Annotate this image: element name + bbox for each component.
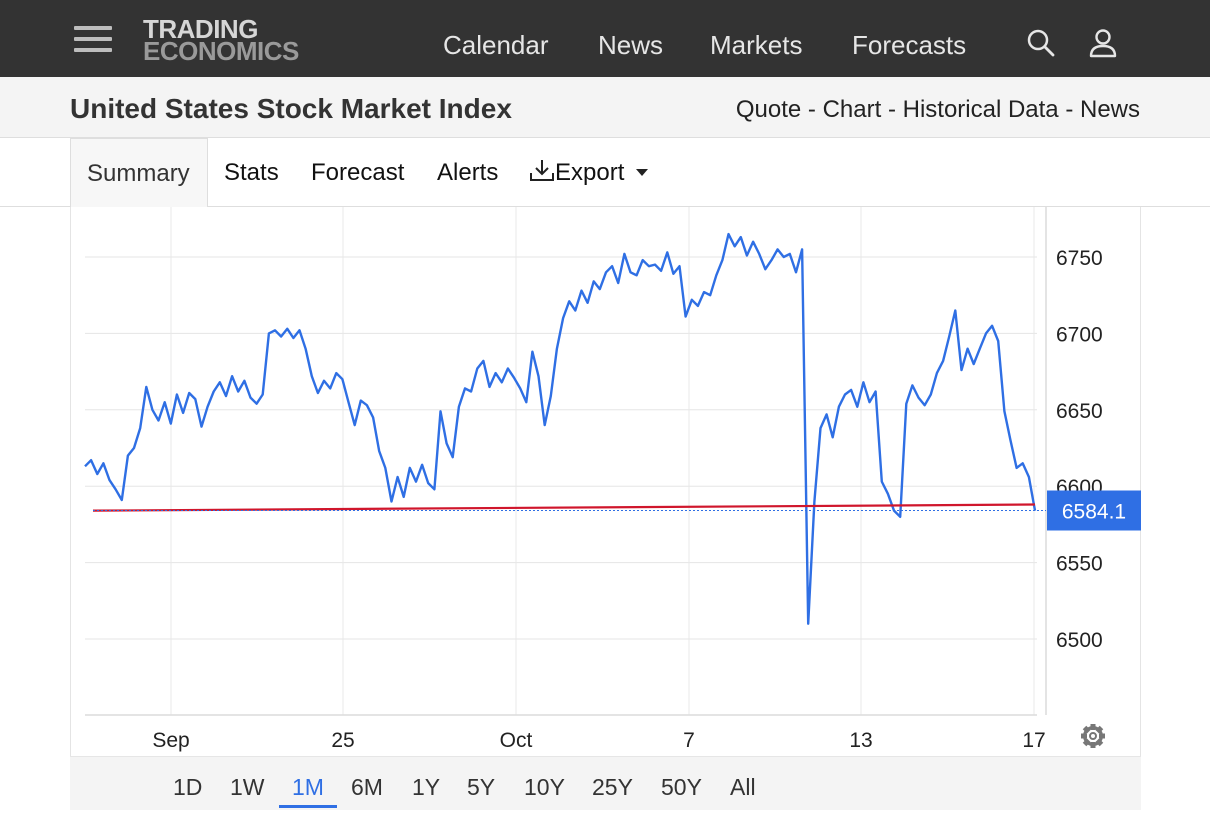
caret-down-icon — [636, 169, 649, 176]
title-bar: United States Stock Market Index Quote -… — [0, 77, 1210, 138]
y-tick-label: 6750 — [1056, 247, 1103, 270]
tab-export[interactable]: Export — [529, 138, 649, 207]
tab-summary[interactable]: Summary — [70, 138, 208, 208]
x-tick-label: 7 — [683, 729, 695, 752]
range-all[interactable]: All — [730, 774, 756, 800]
range-1m[interactable]: 1M — [279, 774, 337, 808]
export-label: Export — [555, 159, 625, 186]
quicklink-separator: - — [1058, 96, 1080, 123]
user-icon[interactable] — [1088, 28, 1118, 63]
x-tick-label: 13 — [849, 729, 872, 752]
quicklink-quote[interactable]: Quote — [735, 96, 802, 123]
range-1d[interactable]: 1D — [173, 774, 203, 800]
range-6m[interactable]: 6M — [351, 774, 383, 800]
nav-calendar[interactable]: Calendar — [443, 30, 549, 60]
last-price-label: 6584.1 — [1062, 500, 1126, 523]
quicklink-separator: - — [801, 96, 823, 123]
range-1w[interactable]: 1W — [230, 774, 265, 800]
x-tick-label: 17 — [1022, 729, 1045, 752]
y-tick-label: 6550 — [1056, 553, 1103, 576]
site-logo[interactable]: TRADING ECONOMICS — [143, 14, 299, 66]
tab-bar: Summary Stats Forecast Alerts Export — [0, 138, 1210, 208]
x-tick-label: Sep — [152, 729, 189, 752]
menu-icon[interactable] — [74, 26, 112, 56]
quicklink-chart[interactable]: Chart — [822, 96, 882, 123]
y-tick-label: 6700 — [1056, 323, 1103, 346]
gear-icon[interactable] — [1081, 724, 1105, 748]
top-navbar: TRADING ECONOMICS Calendar News Markets … — [0, 0, 1210, 77]
tab-alerts[interactable]: Alerts — [437, 159, 499, 186]
x-tick-label: 25 — [331, 729, 354, 752]
range-selector: 1D 1W 1M 6M 1Y 5Y 10Y 25Y 50Y All — [70, 756, 1141, 810]
quicklink-historical-data[interactable]: Historical Data — [902, 96, 1059, 123]
download-icon — [530, 160, 554, 181]
range-1y[interactable]: 1Y — [412, 774, 441, 800]
last-price-badge — [1047, 490, 1141, 531]
page-title: United States Stock Market Index — [70, 93, 512, 124]
range-5y[interactable]: 5Y — [467, 774, 496, 800]
trend-line — [92, 503, 1036, 512]
quicklink-news[interactable]: News — [1079, 96, 1140, 123]
chart-panel: 6500 6550 6600 6650 6700 6750 Sep 25 Oct 7 13 17 6… — [70, 207, 1141, 809]
tab-stats[interactable]: Stats — [224, 159, 279, 186]
y-tick-label: 6650 — [1056, 400, 1103, 423]
y-tick-label: 6500 — [1056, 629, 1103, 652]
logo-line-1: TRADING — [143, 14, 258, 44]
quicklinks: Quote - Chart - Historical Data - News — [736, 96, 1140, 124]
tab-forecast[interactable]: Forecast — [311, 159, 405, 186]
quicklink-separator: - — [881, 96, 903, 123]
x-tick-label: Oct — [500, 729, 533, 752]
range-50y[interactable]: 50Y — [661, 774, 702, 800]
range-10y[interactable]: 10Y — [524, 774, 565, 800]
price-series-line — [84, 232, 1037, 625]
search-icon[interactable] — [1026, 28, 1056, 63]
range-25y[interactable]: 25Y — [592, 774, 633, 800]
nav-forecasts[interactable]: Forecasts — [852, 30, 967, 60]
nav-markets[interactable]: Markets — [710, 30, 803, 60]
logo-line-2: ECONOMICS — [143, 36, 299, 66]
nav-news[interactable]: News — [598, 30, 664, 60]
